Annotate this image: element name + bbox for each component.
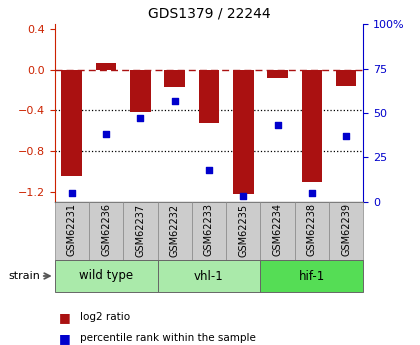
- Point: [240, 194, 247, 199]
- Bar: [192, 202, 226, 260]
- Bar: [295, 202, 329, 260]
- Bar: [260, 202, 295, 260]
- Text: wild type: wild type: [79, 269, 133, 283]
- Bar: [164, 70, 185, 87]
- Text: GSM62235: GSM62235: [238, 204, 248, 257]
- Bar: [55, 260, 158, 292]
- Bar: [302, 70, 322, 181]
- Text: GSM62234: GSM62234: [273, 204, 283, 256]
- Point: [343, 133, 349, 139]
- Bar: [96, 63, 116, 70]
- Text: GSM62236: GSM62236: [101, 204, 111, 256]
- Bar: [199, 70, 219, 122]
- Point: [308, 190, 315, 196]
- Text: GSM62232: GSM62232: [170, 204, 180, 257]
- Bar: [226, 202, 260, 260]
- Bar: [267, 70, 288, 78]
- Bar: [123, 202, 158, 260]
- Text: GSM62239: GSM62239: [341, 204, 351, 256]
- Bar: [233, 70, 254, 194]
- Text: GSM62231: GSM62231: [67, 204, 77, 256]
- Bar: [158, 260, 260, 292]
- Point: [102, 131, 109, 137]
- Bar: [55, 202, 89, 260]
- Point: [274, 123, 281, 128]
- Point: [68, 190, 75, 196]
- Point: [171, 98, 178, 103]
- Text: vhl-1: vhl-1: [194, 269, 224, 283]
- Text: GSM62238: GSM62238: [307, 204, 317, 256]
- Text: ■: ■: [59, 311, 71, 324]
- Title: GDS1379 / 22244: GDS1379 / 22244: [148, 6, 270, 20]
- Text: GSM62237: GSM62237: [135, 204, 145, 257]
- Text: ■: ■: [59, 332, 71, 345]
- Point: [137, 116, 144, 121]
- Bar: [61, 70, 82, 176]
- Point: [206, 167, 212, 172]
- Bar: [329, 202, 363, 260]
- Bar: [130, 70, 151, 112]
- Bar: [89, 202, 123, 260]
- Bar: [158, 202, 192, 260]
- Text: strain: strain: [8, 271, 40, 281]
- Text: GSM62233: GSM62233: [204, 204, 214, 256]
- Text: log2 ratio: log2 ratio: [80, 313, 130, 322]
- Bar: [260, 260, 363, 292]
- Text: percentile rank within the sample: percentile rank within the sample: [80, 333, 256, 343]
- Bar: [336, 70, 357, 86]
- Text: hif-1: hif-1: [299, 269, 325, 283]
